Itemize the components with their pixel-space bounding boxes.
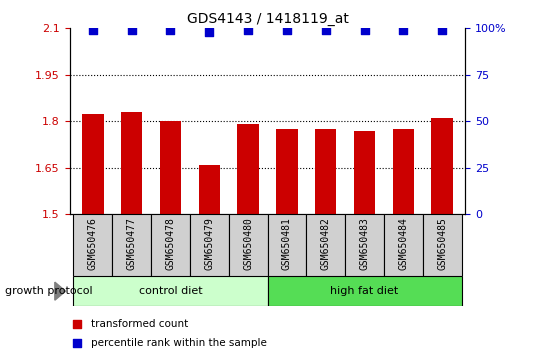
Bar	[393, 129, 414, 214]
Bar	[238, 124, 259, 214]
Text: GSM650484: GSM650484	[399, 217, 408, 270]
Bar	[315, 129, 337, 214]
Bar	[268, 214, 307, 276]
Point	[360, 27, 369, 33]
Text: GSM650476: GSM650476	[88, 217, 98, 270]
Bar	[228, 214, 268, 276]
Bar	[354, 131, 375, 214]
Text: GSM650478: GSM650478	[165, 217, 175, 270]
Text: growth protocol: growth protocol	[5, 286, 93, 296]
Bar	[423, 214, 462, 276]
Text: GSM650481: GSM650481	[282, 217, 292, 270]
Bar	[121, 112, 142, 214]
Point	[438, 27, 446, 33]
Bar	[198, 165, 220, 214]
Text: GSM650480: GSM650480	[243, 217, 253, 270]
Point	[127, 27, 136, 33]
Polygon shape	[55, 282, 65, 300]
Bar	[160, 121, 181, 214]
Text: control diet: control diet	[139, 286, 202, 296]
Point	[322, 27, 330, 33]
Bar	[82, 114, 103, 214]
Point	[89, 27, 97, 33]
Point	[205, 29, 213, 35]
Bar	[384, 214, 423, 276]
Bar	[73, 214, 112, 276]
Bar	[307, 214, 345, 276]
Text: GSM650485: GSM650485	[437, 217, 447, 270]
Point	[166, 27, 175, 33]
Bar	[190, 214, 228, 276]
Bar	[112, 214, 151, 276]
Point	[399, 27, 408, 33]
Text: percentile rank within the sample: percentile rank within the sample	[91, 338, 267, 348]
Text: GSM650479: GSM650479	[204, 217, 215, 270]
Bar	[276, 129, 297, 214]
Bar	[345, 214, 384, 276]
Title: GDS4143 / 1418119_at: GDS4143 / 1418119_at	[187, 12, 348, 26]
Text: GSM650482: GSM650482	[320, 217, 331, 270]
Point	[73, 321, 82, 327]
Bar	[268, 276, 462, 306]
Bar	[432, 118, 453, 214]
Point	[73, 341, 82, 346]
Point	[282, 27, 291, 33]
Bar	[151, 214, 190, 276]
Text: GSM650477: GSM650477	[127, 217, 136, 270]
Bar	[73, 276, 268, 306]
Point	[244, 27, 253, 33]
Text: transformed count: transformed count	[91, 319, 188, 329]
Text: GSM650483: GSM650483	[360, 217, 370, 270]
Text: high fat diet: high fat diet	[331, 286, 399, 296]
